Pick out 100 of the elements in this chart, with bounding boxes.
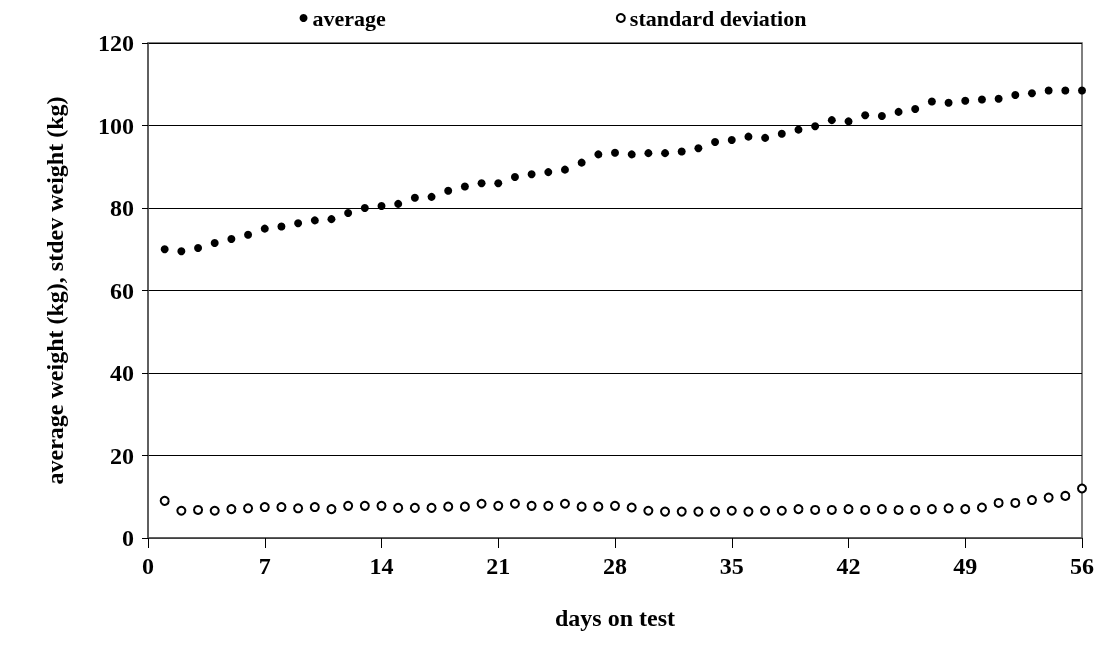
point [677, 147, 686, 156]
point [260, 224, 269, 233]
point [626, 502, 637, 513]
y-tick-label: 80 [110, 195, 134, 221]
point [876, 504, 887, 515]
point [693, 506, 704, 517]
point [577, 158, 586, 167]
point [1061, 86, 1070, 95]
point [943, 503, 954, 514]
point [576, 501, 587, 512]
point [426, 502, 437, 513]
point [793, 504, 804, 515]
point [944, 98, 953, 107]
point [694, 144, 703, 153]
point [910, 504, 921, 515]
point [176, 505, 187, 516]
point [226, 504, 237, 515]
x-tick-label: 35 [719, 553, 744, 579]
y-tick-label: 100 [98, 112, 134, 139]
point [477, 179, 486, 188]
point [777, 129, 786, 138]
point [926, 504, 937, 515]
point [844, 117, 853, 126]
point [743, 506, 754, 517]
point [326, 504, 337, 515]
y-tick-label: 120 [98, 30, 134, 56]
point [409, 502, 420, 513]
point [276, 502, 287, 513]
point [327, 215, 336, 224]
point [259, 502, 270, 513]
point [826, 504, 837, 515]
legend-label: average [312, 5, 387, 31]
point [277, 222, 286, 231]
x-tick-label: 7 [258, 553, 271, 579]
point [377, 201, 386, 210]
point [911, 105, 920, 113]
point [160, 245, 169, 254]
x-tick-label: 56 [1070, 553, 1094, 579]
point [544, 168, 553, 177]
point [710, 506, 721, 517]
point [476, 498, 487, 509]
point [827, 116, 836, 125]
point [611, 148, 619, 157]
point [976, 502, 987, 513]
point [210, 239, 219, 248]
point [443, 501, 454, 512]
point [1043, 492, 1054, 503]
point [509, 498, 520, 509]
y-tick-label: 40 [110, 360, 134, 386]
point [444, 186, 453, 195]
point [660, 506, 671, 517]
point [893, 504, 904, 515]
point [760, 505, 771, 516]
point [726, 505, 737, 516]
point [460, 182, 469, 191]
legend-label: standard deviation [629, 5, 807, 31]
point [594, 150, 603, 159]
point [643, 505, 654, 516]
point [961, 96, 970, 105]
y-tick-label: 20 [110, 442, 134, 469]
point [493, 500, 504, 511]
point [309, 502, 320, 513]
point [661, 149, 670, 158]
x-tick-label: 21 [486, 553, 511, 579]
point [761, 133, 770, 142]
point [193, 504, 204, 515]
point [510, 173, 519, 182]
point [376, 500, 387, 511]
point [344, 208, 353, 217]
point [427, 192, 436, 201]
point [843, 504, 854, 515]
point [1011, 90, 1020, 99]
point [310, 216, 319, 225]
point [244, 230, 253, 239]
point [1026, 495, 1037, 506]
point [159, 495, 170, 506]
point [860, 504, 871, 515]
y-tick-label: 0 [122, 525, 134, 551]
point [559, 498, 570, 509]
point [994, 94, 1003, 103]
point [1044, 86, 1053, 95]
point [993, 497, 1004, 508]
point [243, 503, 254, 514]
point [194, 244, 203, 253]
y-axis-title: average weight (kg), stdev weight (kg) [42, 96, 68, 485]
point [811, 122, 820, 131]
point [494, 179, 503, 188]
point [1027, 89, 1036, 98]
x-tick-label: 14 [369, 553, 394, 579]
point [293, 503, 304, 514]
x-axis-title: days on test [554, 605, 676, 631]
point [593, 501, 604, 512]
point [1060, 490, 1071, 501]
point [1078, 86, 1086, 95]
point [294, 219, 303, 228]
point [209, 505, 220, 516]
point [1077, 483, 1087, 494]
point [527, 170, 536, 179]
point [711, 138, 720, 146]
point [560, 165, 569, 174]
